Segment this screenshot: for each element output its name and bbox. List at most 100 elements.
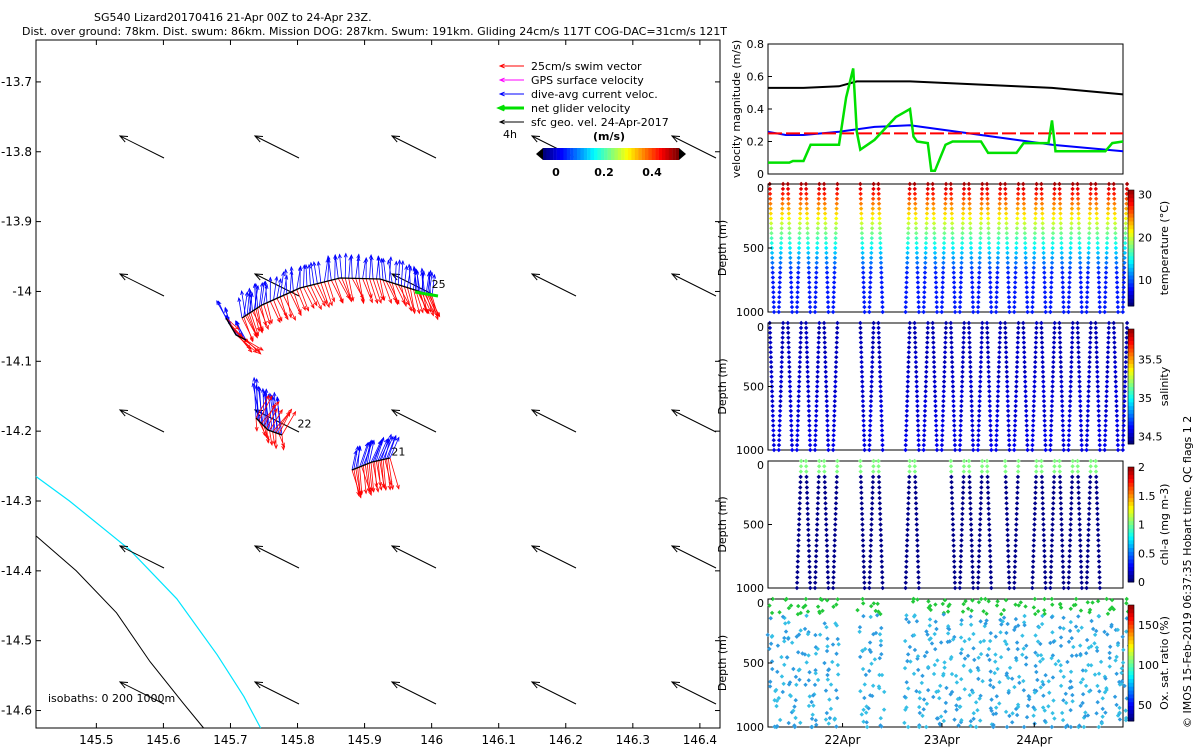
chl-a-sample-point [1067,564,1072,570]
dac-vector [241,290,246,316]
temperature-sample-point [787,245,793,251]
chl-a-sample-point [987,527,992,532]
oxygen-sample-point [945,609,951,614]
chl-a-sample-point [805,501,810,506]
oxygen-sample-point [999,622,1004,627]
oxygen-sample-point [959,718,964,723]
colorbar-swatch [675,148,680,160]
salinity-sample-point [1096,423,1102,428]
oxygen-sample-point [1031,705,1036,710]
salinity-sample-point [788,398,793,404]
geo-velocity-arrow [254,545,300,569]
salinity-sample-point [1031,403,1036,409]
chl-a-sample-point [824,527,829,532]
salinity-sample-point [869,374,875,379]
chl-a-sample-point [1004,511,1010,517]
chl-a-sample-point [1077,517,1082,522]
temperature-sample-point [807,285,812,290]
salinity-sample-point [1104,389,1109,394]
salinity-sample-point [987,413,993,419]
chl-a-sample-point [1014,511,1019,517]
temperature-sample-point [1050,226,1056,231]
dac-vector [273,392,278,434]
temperature-sample-point [860,250,865,256]
dac-vector [357,445,361,468]
chl-a-colorbar-swatch [1128,486,1134,491]
temperature-sample-point [913,211,918,216]
temperature-sample-point [950,250,956,256]
colorbar-swatch [655,148,659,160]
temperature-sample-point [996,231,1001,236]
salinity-sample-point [796,408,801,414]
salinity-sample-point [1067,398,1073,404]
salinity-sample-point [1120,447,1126,453]
swim-vector [344,278,352,302]
salinity-sample-point [967,340,972,345]
swim-vector-head [350,296,355,302]
oxygen-sample-point [1122,683,1127,689]
oxygen-sample-point [815,677,821,683]
salinity-sample-point [1021,335,1026,340]
salinity-sample-point [925,325,930,331]
oxygen-sample-point [1083,710,1088,715]
temperature-sample-point [1005,270,1011,275]
oxygen-sample-point [772,698,777,703]
salinity-sample-point [1106,335,1111,340]
oxygen-sample-point [993,659,998,664]
temperature-sample-point [1015,211,1020,216]
oxygen-sample-point [1027,697,1032,702]
temperature-sample-point [940,270,946,275]
salinity-sample-point [1096,408,1101,414]
salinity-sample-point [823,364,828,370]
salinity-sample-point [948,330,954,335]
salinity-sample-point [817,320,822,326]
swim-vector [421,292,432,312]
chl-a-sample-point [903,569,909,575]
temperature-sample-point [959,240,965,246]
temperature-sample-point [986,231,991,236]
temperature-sample-point [967,201,972,206]
chl-a-colorbar-swatch [1128,547,1134,552]
chl-a-sample-point [795,575,800,580]
salinity-sample-point [822,345,828,350]
temperature-sample-point [1051,221,1056,226]
chl-a-colorbar-swatch [1128,574,1134,579]
salinity-sample-point [1003,330,1008,335]
chl-a-sample-point [979,485,984,490]
salinity-sample-point [825,438,831,443]
temperature-sample-point [995,275,1000,280]
temperature-sample-point [770,275,776,280]
salinity-sample-point [1043,438,1048,443]
salinity-sample-point [1068,369,1074,375]
temperature-sample-point [788,255,793,261]
temperature-sample-point [833,240,838,246]
chl-a-sample-point [816,469,822,474]
temperature-sample-point [1105,216,1111,221]
chl-a-sample-point [822,479,827,485]
salinity-sample-point [1122,384,1128,389]
temperature-sample-point [821,181,827,187]
temperature-sample-point [1033,221,1038,226]
temperature-sample-point [816,206,821,211]
chl-a-sample-point [916,575,921,580]
oxygen-sample-point [904,616,909,622]
salinity-sample-point [1059,374,1064,379]
oxygen-sample-point [1035,639,1041,644]
oxygen-sample-point [927,617,933,622]
geo-velocity-arrow [671,135,717,159]
temperature-sample-point [950,231,955,236]
temperature-sample-point [941,260,946,265]
swim-vector [372,278,382,304]
track-line [225,317,247,341]
oxygen-sample-point [972,657,977,663]
salinity-sample-point [969,403,974,409]
chl-a-sample-point [1016,458,1021,464]
temperature-sample-point [807,290,812,295]
salinity-sample-point [806,389,811,394]
oxygen-sample-point [798,720,803,725]
swim-vector [400,285,407,307]
dac-vector [381,438,389,461]
swim-vector [253,309,260,332]
oxygen-sample-point [1042,611,1047,617]
temperature-sample-point [1012,290,1018,295]
